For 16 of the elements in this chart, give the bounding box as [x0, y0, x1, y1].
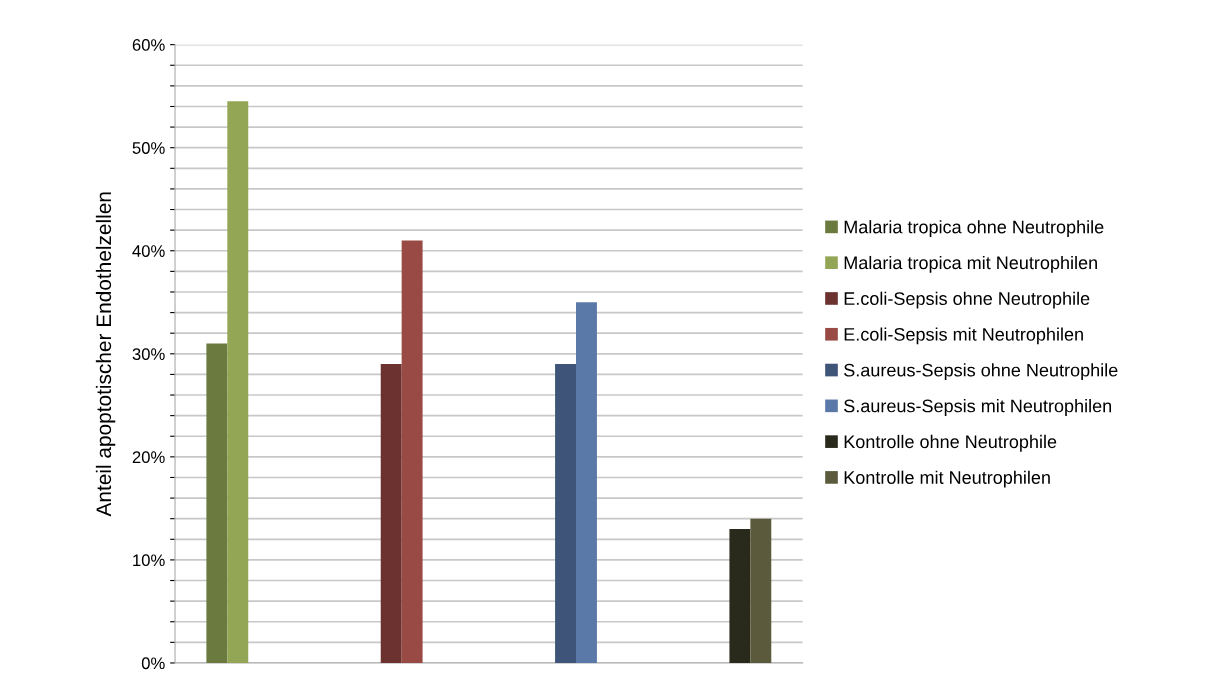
y-tick-label: 40% — [132, 245, 165, 257]
legend-label: Kontrolle ohne Neutrophile — [844, 434, 1057, 452]
y-tick-label: 60% — [132, 39, 165, 51]
legend-label: S.aureus-Sepsis ohne Neutrophile — [844, 363, 1118, 381]
legend-label: S.aureus-Sepsis mit Neutrophilen — [844, 399, 1112, 416]
y-axis-title: Anteil apoptotischer Endothelzellen — [95, 192, 116, 517]
y-tick-label: 20% — [132, 451, 165, 464]
legend-label: Kontrolle mit Neutrophilen — [844, 470, 1050, 488]
y-tick-label: 0% — [141, 657, 165, 670]
legend-label: E.coli-Sepsis mit Neutrophilen — [844, 327, 1083, 345]
y-tick-label: 10% — [133, 554, 165, 567]
y-tick-label: 30% — [132, 348, 165, 361]
legend-label: Malaria tropica mit Neutrophilen — [844, 255, 1097, 273]
legend-label: E.coli-Sepsis ohne Neutrophile — [844, 291, 1090, 309]
y-tick-label: 50% — [132, 142, 165, 154]
legend-label: Malaria tropica ohne Neutrophile — [844, 220, 1104, 237]
